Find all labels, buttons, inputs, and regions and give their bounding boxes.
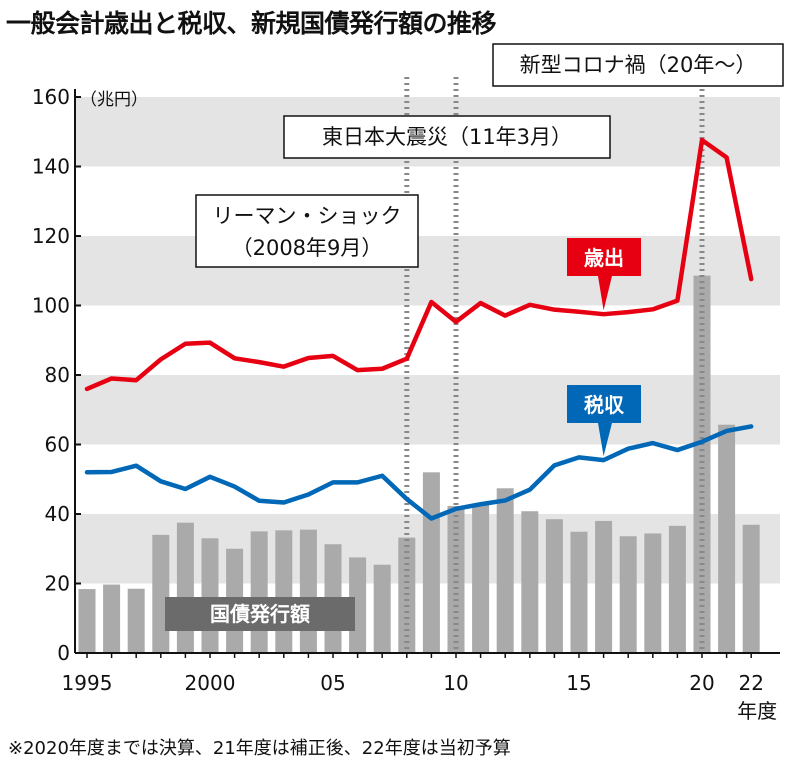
bar [595, 520, 613, 653]
y-tick-label: 40 [45, 502, 70, 526]
bond-label-box [165, 597, 355, 631]
bar [447, 506, 465, 653]
bar [570, 531, 588, 653]
bar [127, 588, 145, 653]
x-tick-label: 22 [738, 671, 763, 695]
event-text: 東日本大震災（11年3月） [322, 125, 572, 149]
x-tick-label: 05 [320, 671, 345, 695]
bar [398, 537, 416, 653]
bar [103, 584, 121, 653]
grid-band [75, 375, 780, 445]
bar [422, 472, 440, 653]
x-unit-label: 年度 [737, 699, 777, 723]
event-text: リーマン・ショック [213, 204, 402, 228]
bar [496, 488, 514, 653]
y-tick-label: 20 [45, 572, 70, 596]
bar [521, 511, 539, 653]
bar [299, 529, 317, 653]
bar [644, 533, 662, 653]
axes: 0 20 40 60 80 100 120 140 160 （兆円） 1995 2000 05 10 15 2… [32, 85, 780, 723]
x-tick-label: 1995 [62, 671, 113, 695]
bar [275, 530, 293, 653]
bar [176, 522, 194, 653]
grid-band [75, 236, 780, 306]
bar [472, 504, 490, 653]
bar [250, 531, 268, 653]
bar [201, 538, 219, 653]
series-callout [567, 385, 641, 457]
series-callout-label: 税収 [584, 393, 625, 417]
x-tick-label: 20 [689, 671, 714, 695]
footnote: ※2020年度までは決算、21年度は補正後、22年度は当初予算 [8, 738, 511, 759]
y-tick-label: 160 [32, 85, 70, 109]
y-tick-label: 0 [57, 641, 70, 665]
y-tick-label: 120 [32, 224, 70, 248]
bar [742, 524, 760, 653]
bar [152, 534, 170, 653]
bond-label: 国債発行額 [210, 602, 310, 626]
bar [373, 564, 391, 653]
series-callout [567, 238, 641, 311]
event-box [492, 43, 784, 87]
event-lines [404, 77, 705, 653]
y-tick-label: 140 [32, 155, 70, 179]
event-text: （2008年9月） [232, 236, 383, 260]
event-text: 新型コロナ禍（20年〜） [520, 53, 757, 77]
event-box [195, 194, 419, 268]
series-line [84, 424, 754, 521]
series-line [84, 137, 754, 392]
bar [693, 275, 711, 653]
y-tick-label: 60 [45, 433, 70, 457]
bar [718, 424, 736, 653]
y-tick-label: 100 [32, 294, 70, 318]
y-tick-label: 80 [45, 363, 70, 387]
series-callout-label: 歳出 [584, 246, 624, 270]
event-annotations: リーマン・ショック （2008年9月） 東日本大震災（11年3月） 新型コロナ禍（20… [195, 43, 784, 268]
bar [619, 536, 637, 653]
series-lines [84, 137, 754, 521]
bar [668, 525, 686, 653]
chart-title: 一般会計歳出と税収、新規国債発行額の推移 [6, 9, 497, 38]
x-tick-label: 10 [443, 671, 468, 695]
bar [545, 519, 563, 653]
event-box [283, 115, 611, 159]
x-tick-label: 2000 [185, 671, 236, 695]
bar [78, 589, 96, 653]
y-unit-label: （兆円） [80, 90, 148, 110]
x-tick-label: 15 [566, 671, 591, 695]
